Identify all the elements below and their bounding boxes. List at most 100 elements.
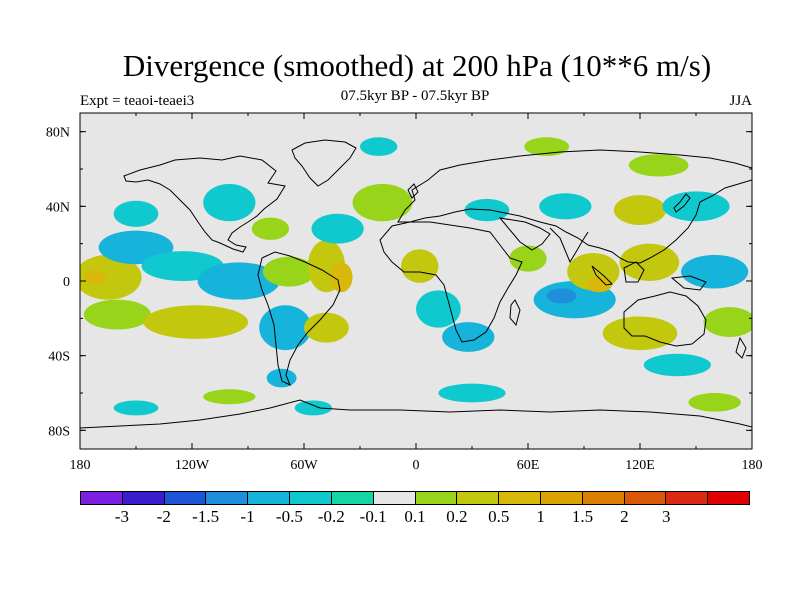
contour-region-41	[360, 137, 398, 156]
colorbar-swatch	[206, 492, 249, 504]
colorbar-label: -1.5	[192, 507, 220, 526]
lon-tick-label: 120W	[175, 458, 210, 473]
lat-tick-label: 40S	[48, 350, 70, 365]
contour-region-33	[703, 307, 752, 337]
plot-title: Divergence (smoothed) at 200 hPa (10**6 …	[122, 48, 712, 83]
contour-region-5	[83, 299, 151, 330]
coastline-south-america	[257, 251, 341, 387]
colorbar	[80, 491, 750, 505]
contour-region-40	[524, 137, 570, 156]
contour-region-38	[113, 400, 159, 416]
contour-region-9	[251, 217, 290, 240]
lon-tick-label: 60E	[517, 458, 540, 473]
subtitle-label: 07.5kyr BP - 07.5kyr BP	[340, 88, 490, 104]
contour-region-22	[539, 193, 592, 220]
contour-region-27	[585, 277, 613, 293]
coastline-india	[549, 227, 589, 264]
colorbar-label: 0.5	[488, 507, 510, 526]
colorbar-swatch	[624, 492, 667, 504]
coastline-uk	[407, 183, 419, 199]
coastline-sumatra	[591, 265, 614, 286]
coastline-japan	[673, 193, 691, 213]
colorbar-label: 1.5	[571, 507, 594, 526]
contour-region-16	[304, 312, 349, 343]
coastline-greenland	[291, 139, 357, 187]
coastline-new-guinea	[670, 275, 707, 291]
colorbar-swatch	[81, 492, 123, 504]
contour-region-6	[143, 305, 248, 339]
contour-region-18	[401, 249, 439, 283]
coastline-borneo	[623, 261, 645, 283]
contour-region-12	[330, 262, 353, 293]
contour-region-30	[662, 191, 730, 222]
contour-region-39	[294, 400, 333, 416]
colorbar-swatch	[582, 492, 625, 504]
colorbar-label: 2	[620, 507, 629, 526]
colorbar-label: 0.2	[446, 507, 468, 526]
colorbar-swatch	[457, 492, 500, 504]
contour-region-29	[613, 195, 667, 225]
colorbar-label: -0.1	[359, 507, 387, 526]
contour-region-32	[602, 316, 678, 351]
contour-region-23	[509, 245, 547, 272]
lon-tick-label: 120E	[625, 458, 655, 473]
contour-region-19	[416, 290, 461, 328]
contour-region-37	[203, 389, 256, 405]
lon-tick-label: 180	[742, 458, 763, 473]
contour-region-1	[83, 269, 107, 285]
colorbar-swatch	[122, 492, 165, 504]
map-axes: 80N 40N 0 40S 80S 180 120W 60W 0 60E 120E 180	[46, 113, 763, 473]
colorbar-swatch	[540, 492, 583, 504]
lon-tick-label: 0	[413, 458, 420, 473]
colorbar-swatch	[708, 492, 749, 504]
contour-region-14	[352, 183, 413, 222]
coastline-eurasia	[397, 149, 752, 264]
experiment-label: Expt = teaoi-teaei3	[80, 93, 195, 109]
contour-region-34	[643, 353, 711, 377]
colorbar-swatch	[248, 492, 291, 504]
contour-region-20	[442, 322, 495, 352]
lon-tick-label: 180	[70, 458, 91, 473]
colorbar-label: 3	[662, 507, 671, 526]
contour-region-15	[259, 305, 312, 351]
colorbar-swatch	[164, 492, 207, 504]
coastline-africa	[379, 221, 523, 343]
lon-tick-label: 60W	[290, 458, 318, 473]
colorbar-label: -0.2	[317, 507, 345, 526]
colorbar-swatch	[373, 492, 416, 504]
divergence-contours	[80, 137, 752, 416]
colorbar-label: -0.5	[275, 507, 303, 526]
coastline-new-zealand	[735, 336, 747, 359]
colorbar-label: -3	[114, 507, 129, 526]
season-label: JJA	[729, 93, 752, 109]
contour-region-0	[80, 254, 142, 300]
coastline-antarctica	[80, 399, 752, 429]
colorbar-label: -1	[240, 507, 255, 526]
colorbar-swatch	[499, 492, 541, 504]
contour-region-42	[628, 154, 689, 177]
contour-region-25	[546, 288, 577, 304]
contour-region-28	[619, 243, 680, 281]
colorbar-swatch	[666, 492, 709, 504]
contour-region-10	[262, 256, 316, 287]
lat-tick-label: 80S	[48, 424, 70, 439]
contour-region-36	[438, 383, 506, 403]
contour-region-31	[681, 254, 749, 289]
colorbar-label: 1	[536, 507, 545, 526]
contour-region-13	[311, 213, 364, 244]
coastline-madagascar	[509, 299, 521, 327]
contour-region-7	[113, 200, 159, 227]
coastline-arabia	[498, 217, 551, 251]
contour-region-8	[203, 183, 256, 222]
colorbar-swatch	[290, 492, 332, 504]
lat-tick-label: 80N	[46, 126, 70, 141]
colorbar-swatch	[415, 492, 458, 504]
coastline-australia	[623, 291, 707, 347]
lat-tick-label: 0	[63, 275, 70, 290]
coastline-north-america	[123, 155, 286, 253]
lat-tick-label: 40N	[46, 200, 70, 215]
colorbar-swatch	[331, 492, 374, 504]
colorbar-label: 0.1	[404, 507, 426, 526]
colorbar-label: -2	[156, 507, 171, 526]
